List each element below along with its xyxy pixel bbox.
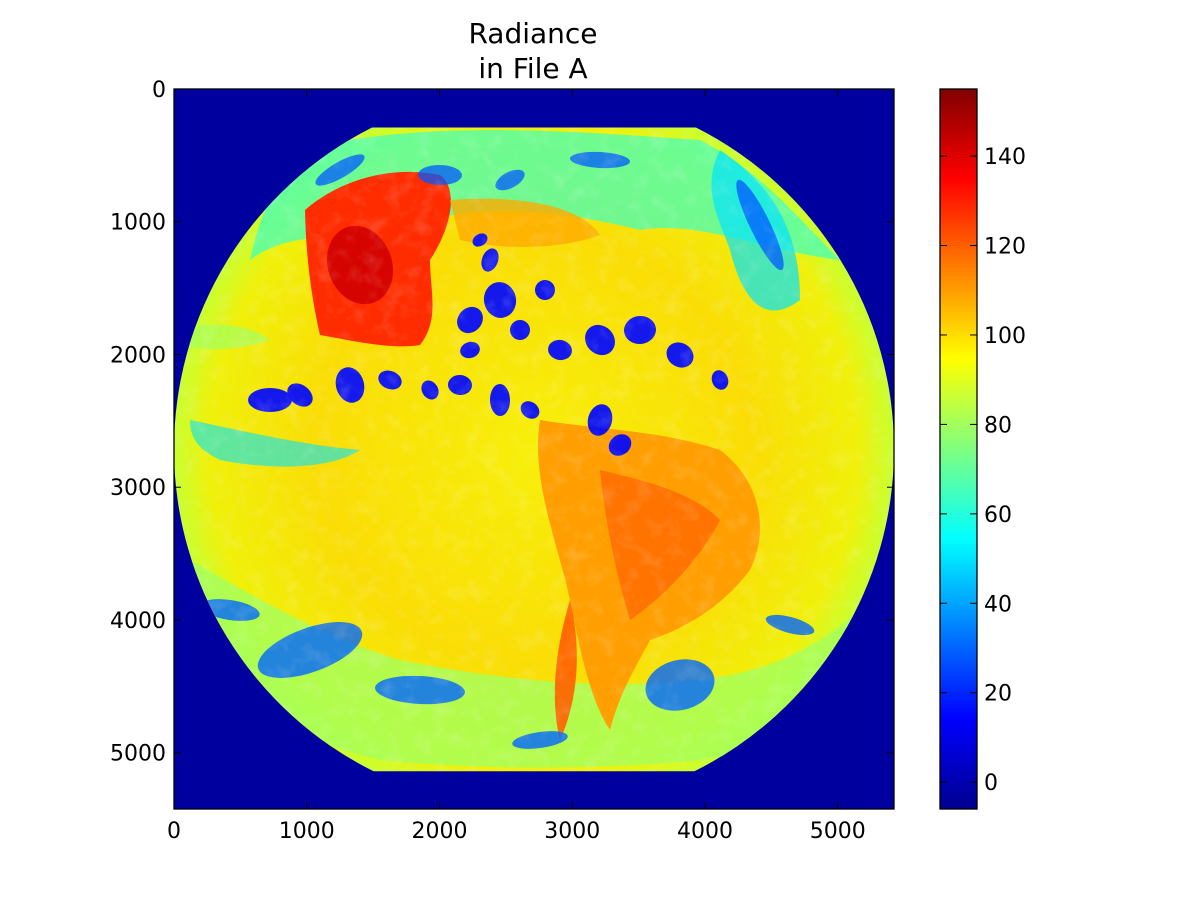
x-tick-label: 1000 <box>279 819 335 844</box>
colorbar-tick-label: 20 <box>984 682 1012 707</box>
y-tick-label: 5000 <box>110 742 166 767</box>
plot-frame <box>173 88 895 810</box>
y-tick-label: 4000 <box>110 609 166 634</box>
colorbar-tick-label: 40 <box>984 592 1012 617</box>
y-tick-label: 0 <box>152 78 166 103</box>
x-tick-label: 2000 <box>411 819 467 844</box>
y-tick-label: 2000 <box>110 343 166 368</box>
colorbar-tick-label: 80 <box>984 413 1012 438</box>
x-tick-label: 4000 <box>677 819 733 844</box>
x-tick-label: 5000 <box>810 819 866 844</box>
heatmap-image <box>174 89 894 809</box>
y-tick-label: 1000 <box>110 211 166 236</box>
texture-overlay <box>174 127 894 772</box>
y-axis: 0 1000 2000 3000 4000 5000 <box>110 78 894 767</box>
colorbar-tick-label: 60 <box>984 503 1012 528</box>
colorbar-tick-label: 140 <box>984 145 1026 170</box>
colorbar-tick-label: 0 <box>984 771 998 796</box>
x-tick-label: 3000 <box>544 819 600 844</box>
colorbar-tick-label: 120 <box>984 235 1026 260</box>
x-tick-label: 0 <box>167 819 181 844</box>
colorbar <box>939 88 978 810</box>
colorbar-tick-label: 100 <box>984 324 1026 349</box>
colorbar-axis: 0 20 40 60 80 100 120 140 <box>940 145 1026 796</box>
chart-title-line-1: Radiance <box>468 17 597 50</box>
x-axis: 0 1000 2000 3000 4000 5000 <box>167 89 866 844</box>
chart-title-line-2: in File A <box>478 52 587 85</box>
y-tick-label: 3000 <box>110 476 166 501</box>
